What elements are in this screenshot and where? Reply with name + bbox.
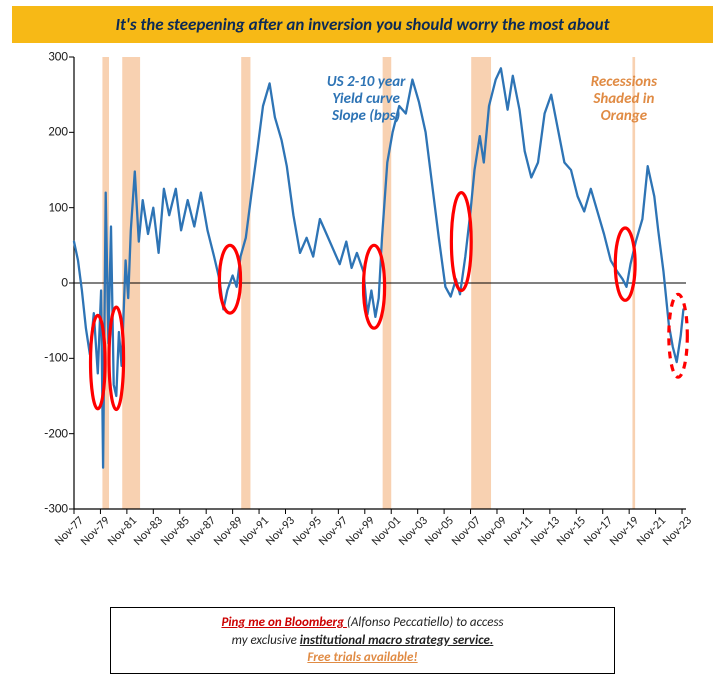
x-tick-label: Nov-77 bbox=[52, 514, 87, 549]
x-tick-label: Nov-11 bbox=[502, 514, 537, 549]
footer-trial: Free trials available! bbox=[307, 650, 417, 665]
footer-cta: Ping me on Bloomberg bbox=[221, 615, 346, 630]
x-tick-label: Nov-21 bbox=[634, 514, 669, 549]
x-tick-label: Nov-95 bbox=[290, 514, 325, 549]
chart-inline-label: RecessionsShaded inOrange bbox=[569, 74, 679, 126]
x-tick-label: Nov-13 bbox=[528, 514, 563, 549]
x-tick-label: Nov-87 bbox=[184, 514, 219, 549]
footer-text: (Alfonso Peccatiello) to access bbox=[347, 615, 504, 630]
x-tick-label: Nov-01 bbox=[369, 514, 404, 549]
x-tick-label: Nov-07 bbox=[449, 514, 484, 549]
x-tick-label: Nov-23 bbox=[660, 514, 695, 549]
x-tick-label: Nov-89 bbox=[211, 514, 246, 549]
x-tick-label: Nov-83 bbox=[132, 514, 167, 549]
footer-callout: Ping me on Bloomberg (Alfonso Peccatiell… bbox=[110, 607, 615, 674]
x-tick-label: Nov-09 bbox=[475, 514, 510, 549]
x-tick-label: Nov-91 bbox=[237, 514, 272, 549]
y-tick-label: 200 bbox=[28, 125, 68, 140]
x-tick-label: Nov-97 bbox=[317, 514, 352, 549]
x-tick-label: Nov-03 bbox=[396, 514, 431, 549]
chart-inline-label: US 2-10 yearYield curveSlope (bps) bbox=[311, 74, 421, 126]
x-tick-label: Nov-79 bbox=[79, 514, 114, 549]
x-tick-label: Nov-81 bbox=[105, 514, 140, 549]
y-tick-label: 100 bbox=[28, 200, 68, 215]
y-tick-label: -300 bbox=[28, 502, 68, 517]
y-tick-label: 0 bbox=[28, 276, 68, 291]
x-tick-label: Nov-05 bbox=[422, 514, 457, 549]
y-tick-label: -200 bbox=[28, 426, 68, 441]
footer-text: my exclusive bbox=[232, 633, 300, 648]
x-tick-label: Nov-85 bbox=[158, 514, 193, 549]
x-tick-label: Nov-93 bbox=[264, 514, 299, 549]
x-tick-label: Nov-15 bbox=[555, 514, 590, 549]
x-tick-label: Nov-99 bbox=[343, 514, 378, 549]
y-tick-label: -100 bbox=[28, 351, 68, 366]
x-tick-label: Nov-17 bbox=[581, 514, 616, 549]
x-tick-label: Nov-19 bbox=[607, 514, 642, 549]
chart-title: It's the steepening after an inversion y… bbox=[12, 6, 713, 43]
y-tick-label: 300 bbox=[28, 50, 68, 65]
chart-area: -300-200-1000100200300 Nov-77Nov-79Nov-8… bbox=[26, 49, 699, 549]
footer-text: institutional macro strategy service. bbox=[300, 633, 494, 648]
